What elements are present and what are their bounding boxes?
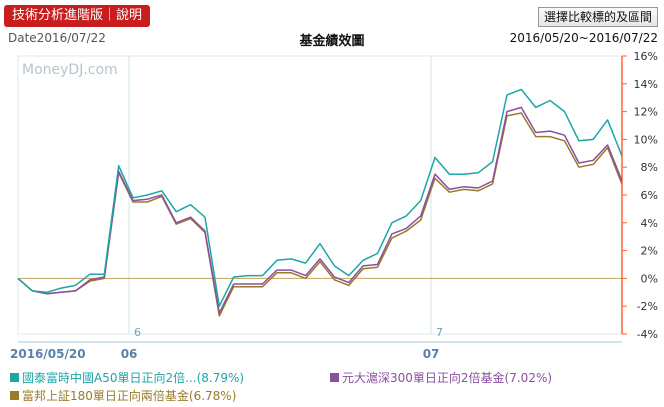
month-label: 7 [436, 326, 443, 339]
x-tick-label: 07 [423, 347, 440, 361]
date-range-label: 2016/05/20~2016/07/22 [509, 31, 658, 45]
legend-value: (6.78%) [188, 388, 237, 403]
y-tick-label: 2% [641, 245, 658, 258]
date-label: Date2016/07/22 [8, 31, 106, 45]
y-tick-label: 4% [641, 217, 658, 230]
series-line-2 [17, 106, 623, 314]
chart-title: 基金績效圖 [299, 34, 365, 49]
legend-value: (8.79%) [196, 370, 245, 385]
y-tick-label: -2% [637, 300, 658, 313]
legend-item-series1[interactable]: 國泰富時中國A50單日正向2倍... (8.79%) [10, 369, 244, 386]
y-tick-label: -4% [637, 328, 658, 341]
legend-swatch-icon [330, 373, 339, 382]
legend-swatch-icon [10, 373, 19, 382]
legend-value: (7.02%) [504, 370, 553, 385]
legend-label: 國泰富時中國A50單日正向2倍... [22, 371, 197, 385]
series-line-3 [17, 112, 623, 317]
legend-label: 元大滬深300單日正向2倍基金 [342, 371, 505, 385]
y-tick-label: 8% [641, 161, 658, 174]
grid-layer [17, 55, 623, 335]
y-tick-label: 0% [641, 272, 658, 285]
series-line-1 [17, 88, 623, 307]
y-tick-label: 14% [634, 78, 658, 91]
technical-analysis-button[interactable]: 技術分析進階版｜說明 [4, 5, 151, 27]
legend-item-series2[interactable]: 元大滬深300單日正向2倍基金 (7.02%) [330, 369, 552, 386]
watermark: MoneyDJ.com [22, 62, 118, 78]
select-range-button[interactable]: 選擇比較標的及區間 [537, 7, 658, 27]
month-label: 6 [134, 326, 141, 339]
axis-layer: 16% 14% 12% 10% 8% 6% 4% 2% 0% -2% -4% 2016/05/20 06… [10, 50, 658, 361]
y-tick-label: 16% [634, 50, 658, 63]
y-tick-label: 12% [634, 106, 658, 119]
legend-swatch-icon [10, 391, 19, 400]
series-layer [17, 88, 623, 317]
x-tick-label: 06 [121, 347, 138, 361]
y-tick-label: 6% [641, 189, 658, 202]
x-tick-label: 2016/05/20 [10, 347, 86, 361]
legend-item-series3[interactable]: 富邦上証180單日正向兩倍基金 (6.78%) [10, 387, 236, 404]
y-tick-label: 10% [634, 133, 658, 146]
plot-border [17, 55, 623, 335]
legend-label: 富邦上証180單日正向兩倍基金 [22, 389, 189, 403]
